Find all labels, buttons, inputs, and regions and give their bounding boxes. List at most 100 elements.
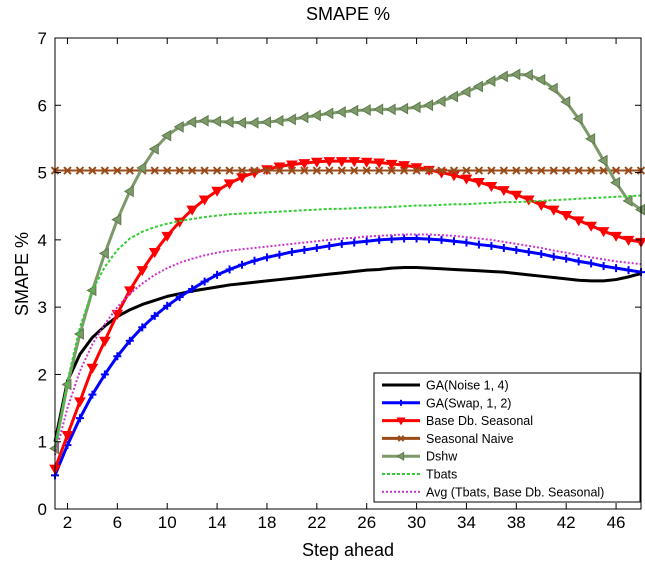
data-point-plus bbox=[275, 250, 284, 259]
data-point-plus bbox=[462, 238, 471, 247]
data-point-triangle-down bbox=[186, 205, 199, 216]
data-point-triangle-left bbox=[398, 102, 409, 115]
x-tick-label: 30 bbox=[407, 513, 426, 532]
data-point-plus bbox=[250, 256, 259, 265]
data-point-triangle-down bbox=[148, 247, 161, 258]
series-4 bbox=[49, 68, 645, 455]
x-tick-label: 18 bbox=[257, 513, 276, 532]
data-point-x bbox=[100, 166, 110, 175]
data-point-triangle-down bbox=[547, 205, 560, 216]
data-point-plus bbox=[599, 262, 608, 271]
data-point-triangle-left bbox=[148, 143, 159, 155]
data-point-triangle-left bbox=[510, 68, 521, 81]
data-point-x bbox=[125, 166, 135, 175]
data-point-plus bbox=[624, 266, 633, 275]
data-point-x bbox=[163, 166, 172, 175]
data-point-triangle-left bbox=[497, 70, 508, 83]
x-tick-label: 10 bbox=[158, 513, 177, 532]
y-tick-label: 3 bbox=[38, 298, 47, 317]
data-point-triangle-down bbox=[585, 221, 598, 232]
series-line bbox=[54, 194, 642, 449]
legend-label: Avg (Tbats, Base Db. Seasonal) bbox=[426, 485, 604, 499]
data-point-x bbox=[399, 166, 409, 175]
y-axis-label: SMAPE % bbox=[12, 232, 32, 316]
x-tick-label: 38 bbox=[507, 513, 526, 532]
data-point-x bbox=[350, 166, 359, 175]
data-point-plus bbox=[562, 254, 571, 263]
data-point-plus bbox=[412, 234, 421, 243]
data-point-x bbox=[449, 166, 459, 175]
data-point-triangle-down bbox=[398, 161, 410, 172]
data-point-triangle-left bbox=[111, 213, 122, 226]
data-point-triangle-left bbox=[423, 99, 434, 112]
data-point-x bbox=[397, 435, 405, 442]
data-point-triangle-down bbox=[497, 186, 510, 197]
legend-label: Dshw bbox=[426, 450, 458, 464]
data-point-triangle-left bbox=[460, 85, 471, 98]
data-point-triangle-down bbox=[560, 210, 573, 221]
data-point-triangle-down bbox=[360, 157, 373, 168]
data-point-triangle-down bbox=[223, 179, 236, 190]
data-point-triangle-left bbox=[547, 82, 558, 95]
data-point-x bbox=[225, 166, 234, 175]
data-point-triangle-left bbox=[198, 114, 209, 127]
data-point-plus bbox=[512, 245, 521, 254]
data-point-triangle-down bbox=[61, 430, 74, 441]
data-point-triangle-left bbox=[396, 451, 405, 461]
y-tick-label: 6 bbox=[38, 96, 47, 115]
x-tick-label: 22 bbox=[307, 513, 326, 532]
data-point-plus bbox=[213, 270, 222, 279]
data-point-triangle-left bbox=[447, 90, 458, 103]
data-point-x bbox=[63, 166, 72, 175]
data-point-x bbox=[150, 166, 159, 175]
legend-label: Seasonal Naive bbox=[426, 432, 514, 446]
legend-entry: Base Db. Seasonal bbox=[382, 414, 533, 428]
data-point-plus bbox=[75, 414, 84, 423]
data-point-x bbox=[250, 166, 259, 175]
data-point-plus bbox=[300, 245, 309, 254]
legend-entry: GA(Noise 1, 4) bbox=[382, 379, 509, 393]
data-point-x bbox=[524, 166, 533, 175]
data-point-triangle-down bbox=[86, 363, 99, 374]
data-point-triangle-down bbox=[211, 186, 223, 197]
data-point-triangle-down bbox=[373, 158, 386, 169]
data-point-triangle-left bbox=[285, 113, 296, 126]
data-point-plus bbox=[375, 235, 384, 244]
x-tick-label: 34 bbox=[457, 513, 476, 532]
legend-label: GA(Noise 1, 4) bbox=[426, 379, 509, 393]
data-point-triangle-left bbox=[560, 96, 571, 108]
data-point-triangle-down bbox=[348, 157, 361, 168]
data-point-x bbox=[474, 166, 484, 175]
data-point-triangle-down bbox=[622, 235, 635, 246]
data-point-triangle-left bbox=[335, 106, 346, 118]
data-point-triangle-left bbox=[348, 104, 359, 117]
data-point-plus bbox=[150, 311, 159, 320]
data-point-x bbox=[537, 166, 546, 175]
data-point-triangle-down bbox=[460, 174, 473, 185]
data-point-triangle-left bbox=[360, 104, 371, 116]
data-point-x bbox=[287, 166, 297, 175]
data-point-x bbox=[300, 166, 309, 175]
data-point-plus bbox=[574, 257, 583, 266]
series-1 bbox=[51, 234, 645, 480]
data-point-triangle-left bbox=[136, 161, 147, 174]
data-point-plus bbox=[287, 247, 296, 256]
data-point-triangle-down bbox=[572, 216, 585, 227]
data-point-triangle-left bbox=[273, 114, 284, 127]
data-point-plus bbox=[200, 277, 209, 286]
data-point-triangle-left bbox=[211, 115, 222, 128]
data-point-plus bbox=[398, 399, 404, 406]
data-point-triangle-down bbox=[111, 309, 124, 320]
data-point-triangle-down bbox=[473, 177, 485, 188]
data-point-x bbox=[187, 166, 197, 175]
data-point-plus bbox=[449, 237, 458, 246]
legend: GA(Noise 1, 4) GA(Swap, 1, 2) Base Db. Sea… bbox=[373, 372, 641, 503]
data-point-triangle-down bbox=[236, 173, 248, 184]
data-point-plus bbox=[113, 352, 122, 361]
data-point-plus bbox=[537, 249, 546, 258]
data-point-plus bbox=[88, 390, 97, 399]
legend-entry: Dshw bbox=[382, 450, 458, 464]
data-point-triangle-down bbox=[286, 160, 298, 171]
legend-entry: Avg (Tbats, Base Db. Seasonal) bbox=[382, 485, 604, 499]
data-point-triangle-left bbox=[373, 103, 384, 116]
